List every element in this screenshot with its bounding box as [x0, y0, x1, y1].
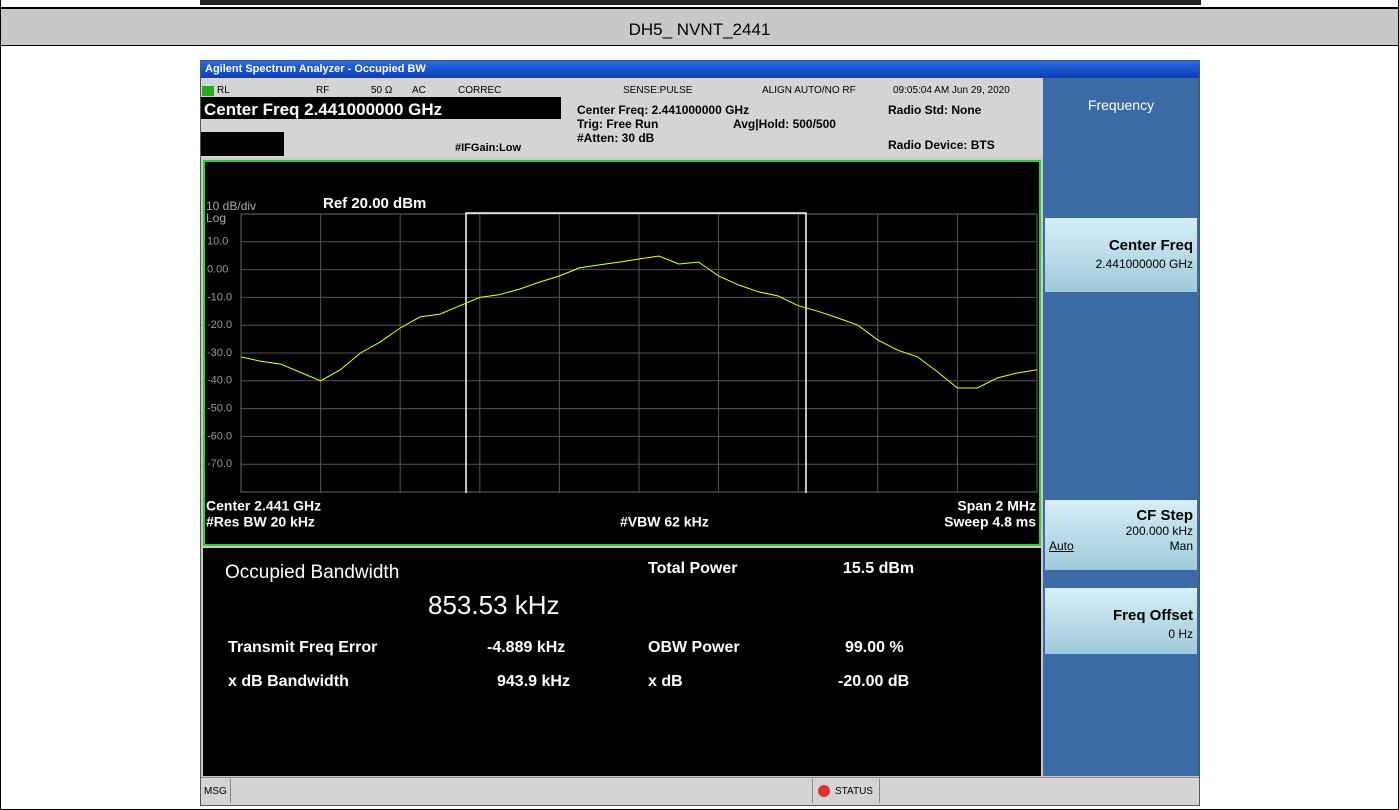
status-ifgain: #IFGain:Low	[455, 142, 521, 154]
scale-type: Log	[206, 211, 226, 225]
header-title: DH5_ NVNT_2441	[628, 20, 771, 39]
status-center-freq: Center Freq 2.441000000 GHz	[204, 100, 443, 119]
grid	[240, 213, 1038, 493]
window-title: Agilent Spectrum Analyzer - Occupied BW	[205, 63, 426, 75]
menu-title: Frequency	[1087, 97, 1155, 113]
xdb-bw-value: 943.9 kHz	[497, 673, 570, 690]
header-row	[0, 8, 1399, 46]
y-tick-label: -30.0	[207, 347, 232, 359]
xdb-label: x dB	[648, 673, 683, 690]
status-rf: RF	[316, 85, 330, 96]
freq-error-label: Transmit Freq Error	[228, 639, 378, 656]
trace	[240, 255, 1038, 389]
total-power-label: Total Power	[648, 560, 738, 577]
center-freq-box	[201, 97, 561, 119]
status-correc: CORREC	[458, 85, 502, 96]
sweep: Sweep 4.8 ms	[944, 514, 1036, 530]
center: Center 2.441 GHz	[206, 498, 321, 514]
button-value: 2.441000000 GHz	[1095, 257, 1193, 271]
status-icon	[818, 785, 830, 797]
res-bw: #Res BW 20 kHz	[206, 514, 315, 530]
y-tick-label: -20.0	[207, 319, 232, 331]
graph: 10 dB/div Log Ref 20.00 dBm Center 2.441…	[203, 160, 1041, 546]
button-label: CF Step	[1136, 507, 1193, 524]
status-box	[812, 779, 880, 803]
status-bar	[201, 777, 1199, 805]
prev-screenshot	[200, 0, 1201, 5]
menu-panel	[1043, 78, 1199, 776]
msg-box	[201, 779, 231, 803]
msg: MSG	[204, 786, 227, 797]
obw-markers	[465, 212, 807, 493]
span: Span 2 MHz	[957, 498, 1036, 514]
option-man[interactable]: Man	[1169, 539, 1193, 553]
y-tick-label: -60.0	[207, 430, 232, 442]
status-radio-std: Radio Std: None	[888, 103, 982, 117]
status-rl: RL	[217, 85, 230, 96]
freq-offset-button[interactable]: Freq Offset 0 Hz	[1045, 588, 1197, 654]
lxi-icon	[202, 86, 214, 96]
vbw: #VBW 62 kHz	[620, 514, 709, 530]
button-label: Center Freq	[1108, 237, 1193, 254]
y-tick-label: -50.0	[207, 403, 232, 415]
scale: 10 dB/div	[206, 199, 256, 213]
obw-power-value: 99.00 %	[845, 639, 904, 656]
obw-power-label: OBW Power	[648, 639, 740, 656]
title-bar	[201, 61, 1199, 78]
center-freq-button[interactable]: Center Freq 2.441000000 GHz	[1045, 218, 1197, 292]
y-tick-label: 10.0	[207, 236, 228, 248]
xdb-value: -20.00 dB	[838, 673, 910, 690]
y-tick-label: 0.00	[207, 264, 228, 276]
status-datetime: 09:05:04 AM Jun 29, 2020	[893, 85, 1010, 96]
occupied-bw-label: Occupied Bandwidth	[225, 562, 400, 583]
freq-error-value: -4.889 kHz	[487, 639, 566, 656]
results-panel	[203, 548, 1041, 776]
button-value: 0 Hz	[1168, 627, 1193, 641]
status-center-freq-info: Center Freq: 2.441000000 GHz	[577, 103, 750, 117]
y-tick-label: -40.0	[207, 375, 232, 387]
status-coupling: AC	[412, 85, 426, 96]
xdb-bw-label: x dB Bandwidth	[228, 673, 349, 690]
status-atten: #Atten: 30 dB	[577, 131, 655, 145]
option-auto[interactable]: Auto	[1049, 539, 1074, 553]
status-trig: Trig: Free Run	[577, 117, 659, 131]
status: STATUS	[835, 786, 873, 797]
button-label: Freq Offset	[1112, 607, 1193, 624]
status-sense: SENSE:PULSE	[623, 85, 693, 96]
ref-level: Ref 20.00 dBm	[323, 195, 426, 212]
status-align: ALIGN AUTO/NO RF	[762, 85, 856, 96]
y-tick-label: -70.0	[207, 458, 232, 470]
y-tick-label: -10.0	[207, 291, 232, 303]
occupied-bw-value: 853.53 kHz	[428, 590, 560, 620]
status-avg: Avg|Hold: 500/500	[733, 117, 836, 131]
cf-step-button[interactable]: CF Step 200.000 kHz Auto Man	[1045, 500, 1197, 570]
total-power-value: 15.5 dBm	[843, 560, 915, 577]
button-value: 200.000 kHz	[1125, 524, 1193, 538]
blank-box	[201, 132, 284, 156]
status-impedance: 50 Ω	[371, 85, 393, 96]
status-radio-device: Radio Device: BTS	[888, 138, 995, 152]
